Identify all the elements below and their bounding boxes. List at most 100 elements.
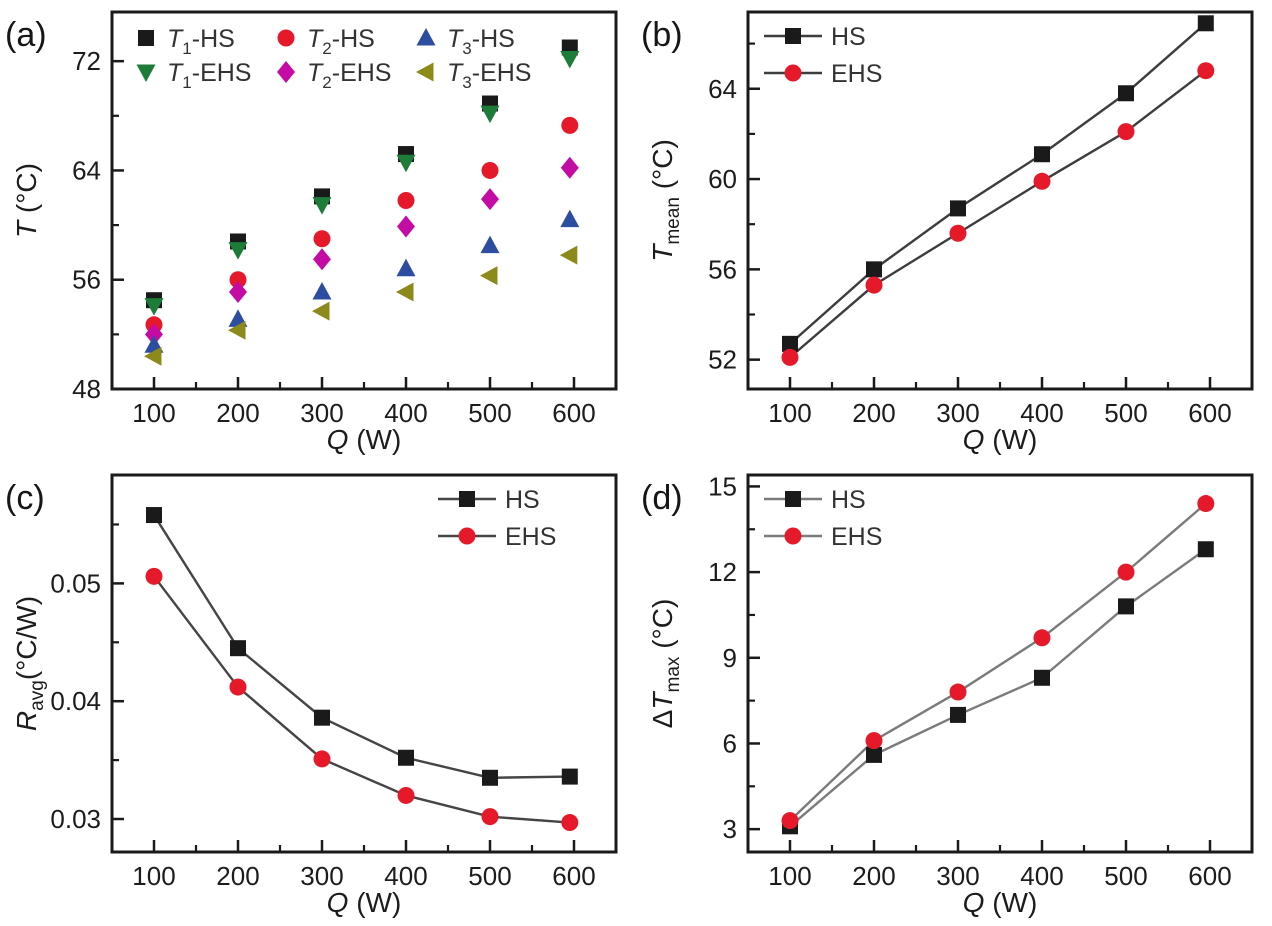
data-point-T1-EHS [396,154,416,173]
legend-label-T3-EHS: T3-EHS [447,59,531,92]
x-tick-label: 400 [384,861,427,891]
legend-label-HS: HS [831,23,866,51]
data-point-T3-EHS [228,320,246,340]
y-tick-label: 56 [72,265,101,295]
legend-marker-EHS [784,527,802,545]
data-point-EHS [865,732,883,750]
data-point-HS [1118,85,1134,102]
data-point-HS [230,640,246,657]
x-tick-label: 200 [216,398,259,428]
panel-a: 100 200 300 400 500 600 48 56 64 72 Q (W) T (°C) T1-… [0,0,636,463]
legend-marker-HS [459,491,475,507]
legend-label-EHS: EHS [505,523,556,551]
x-tick-label: 500 [1104,398,1147,428]
y-axis-label: Tmean (°C) [647,139,684,262]
data-point-EHS [1117,563,1135,581]
legend-marker-T3-EHS [416,62,434,82]
y-tick-label: 60 [708,164,737,194]
data-point-T1-EHS [228,242,248,260]
data-point-T2-EHS [145,323,163,346]
data-point-EHS [313,750,331,768]
panel-d: 100 200 300 400 500 600 3 6 9 12 15 Q (W) ΔTmax (°C)… [636,463,1272,926]
y-tick-label: 0.04 [50,686,101,716]
x-tick-label: 600 [1188,398,1231,428]
data-point-EHS [481,808,499,826]
data-point-T2-EHS [229,281,247,304]
data-point-T2-EHS [397,215,415,238]
plot-frame [746,10,1254,391]
data-point-HS [1118,598,1134,615]
data-point-HS [950,706,966,723]
data-point-HS [561,768,578,785]
series-line-HS [789,22,1207,345]
y-tick-label: 52 [708,345,737,375]
data-point-T3-EHS [480,266,498,286]
legend-marker-T2-EHS [277,61,295,83]
y-tick-label: 12 [708,557,737,587]
legend-marker-T2-HS [277,29,295,47]
data-point-T3-EHS [144,346,162,366]
x-tick-label: 100 [768,861,811,891]
data-point-T1-EHS [480,105,500,124]
series-line-EHS [789,69,1207,359]
x-tick-label: 400 [384,398,427,428]
chart-a-temperature-vs-q: 100 200 300 400 500 600 48 56 64 72 Q (W) T (°C) T1-… [5,10,618,455]
legend-label-T3-HS: T3-HS [447,25,515,58]
data-point-T3-HS [312,282,332,300]
legend-marker-T3-HS [416,28,436,46]
series-line-EHS [153,575,570,824]
data-point-HS [314,709,330,726]
y-tick-label: 15 [708,471,737,501]
data-point-EHS [145,567,163,585]
data-point-T2-EHS [481,188,499,211]
data-point-T3-EHS [396,282,414,302]
x-tick-label: 300 [936,398,979,428]
chart-b-tmean-vs-q: 100 200 300 400 500 600 52 56 60 64 Q (W) Tmean (°C… [641,10,1254,455]
x-tick-label: 400 [1020,398,1063,428]
y-tick-label: 56 [708,254,737,284]
x-tick-label: 100 [132,861,175,891]
series-line-EHS [789,502,1207,822]
data-point-EHS [1197,62,1215,80]
plot-frame [110,473,618,854]
panel-letter-label: (b) [641,16,683,54]
data-point-T2-HS [481,161,499,179]
data-point-EHS [1033,172,1051,190]
legend-label-HS: HS [831,486,866,514]
y-axis-label: ΔTmax (°C) [647,599,684,729]
data-point-EHS [1033,629,1051,647]
x-tick-label: 600 [552,398,595,428]
x-tick-label: 500 [468,398,511,428]
data-point-EHS [949,224,967,242]
x-tick-label: 300 [300,398,343,428]
panel-letter-label: (c) [5,479,45,517]
series-line-HS [152,514,570,779]
x-tick-label: 300 [300,861,343,891]
data-point-T3-HS [396,258,416,277]
data-point-T2-HS [397,192,415,209]
x-tick-label: 100 [132,398,175,428]
data-point-EHS [949,683,967,701]
legend-marker-EHS [458,527,476,545]
legend-label-EHS: EHS [831,60,882,88]
data-point-HS [398,749,414,766]
data-point-EHS [397,786,415,804]
x-tick-label: 200 [852,861,895,891]
data-point-T3-HS [560,209,580,228]
y-tick-label: 72 [72,46,101,76]
legend-marker-HS [785,28,801,44]
plot-frame [110,10,618,391]
data-point-HS [1197,541,1214,558]
data-point-T3-EHS [312,301,330,321]
data-point-HS [950,200,966,217]
y-tick-label: 3 [723,814,737,844]
legend-label-T2-HS: T2-HS [307,25,375,58]
panel-b: 100 200 300 400 500 600 52 56 60 64 Q (W) Tmean (°C… [636,0,1272,463]
y-tick-label: 64 [708,74,737,104]
y-tick-label: 0.05 [50,568,101,598]
legend-marker-T1-EHS [136,64,156,82]
x-tick-label: 600 [552,861,595,891]
series-line-HS [789,548,1207,828]
x-tick-label: 100 [768,398,811,428]
x-tick-label: 200 [216,861,259,891]
